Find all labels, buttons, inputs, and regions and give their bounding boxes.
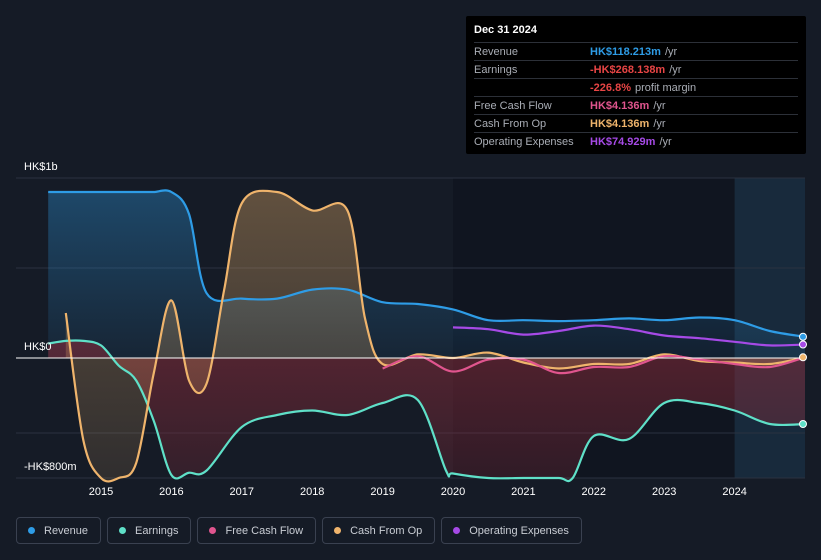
tooltip-row-unit: /yr <box>653 99 666 112</box>
series-endpoints <box>799 332 807 428</box>
earnings-line <box>48 339 806 483</box>
x-tick-label: 2023 <box>652 486 676 498</box>
tooltip-row-value: HK$74.929m <box>590 135 656 148</box>
x-tick-label: 2022 <box>582 486 606 498</box>
operating-expenses-endpoint-marker <box>799 340 807 349</box>
legend-item-operating-expenses[interactable]: Operating Expenses <box>441 517 582 544</box>
legend-label: Operating Expenses <box>469 524 569 537</box>
tooltip-row-unit: /yr <box>659 135 672 148</box>
operating-expenses-line <box>452 324 806 347</box>
earnings-endpoint-marker <box>799 420 807 428</box>
tooltip-date: Dec 31 2024 <box>474 24 537 36</box>
tooltip-row-unit: profit margin <box>634 81 697 94</box>
cash-from-op-endpoint-marker <box>799 353 807 362</box>
revenue-line <box>48 189 806 338</box>
x-tick-label: 2017 <box>230 486 254 498</box>
tooltip-row-unit: /yr <box>669 63 682 76</box>
tooltip-row: Operating Expenses HK$74.929m/yr <box>474 132 798 150</box>
tooltip-row-value: HK$4.136m <box>590 99 650 112</box>
x-tick-label: 2018 <box>300 486 324 498</box>
tooltip-row-value: -226.8% <box>590 81 631 94</box>
legend-dot-icon <box>119 527 127 534</box>
tooltip-rows: Revenue HK$118.213m/yr Earnings -HK$268.138… <box>474 42 798 150</box>
cash-from-op-line <box>64 189 806 483</box>
x-tick-label: 2024 <box>722 486 746 498</box>
legend-item-revenue[interactable]: Revenue <box>16 517 102 544</box>
x-tick-label: 2016 <box>159 486 183 498</box>
tooltip-row-unit: /yr <box>664 45 678 58</box>
cash-from-op-area <box>65 190 806 482</box>
tooltip-row-label: Operating Expenses <box>474 135 574 148</box>
legend-item-free-cash-flow[interactable]: Free Cash Flow <box>197 517 317 544</box>
x-axis-ticks: 2015 2016 2017 2018 2019 2020 2021 2022 2023 2024 <box>89 486 747 498</box>
tooltip-row: Revenue HK$118.213m/yr <box>474 42 798 60</box>
x-tick-label: 2021 <box>511 486 535 498</box>
x-tick-label: 2020 <box>441 486 465 498</box>
legend-label: Earnings <box>135 524 179 537</box>
series-lines <box>48 189 806 483</box>
legend: Revenue Earnings Free Cash Flow Cash From O… <box>16 517 582 544</box>
legend-dot-icon <box>453 527 461 534</box>
tooltip-row-value: -HK$268.138m <box>590 63 666 76</box>
tooltip-row: Cash From Op HK$4.136m/yr <box>474 114 798 132</box>
tooltip-row-label: Cash From Op <box>474 117 547 130</box>
tooltip-row-label: Revenue <box>474 45 519 58</box>
legend-label: Revenue <box>44 524 89 537</box>
x-tick-label: 2015 <box>89 486 113 498</box>
x-tick-label: 2019 <box>370 486 394 498</box>
revenue-endpoint-marker <box>799 332 807 341</box>
tooltip-row: Free Cash Flow HK$4.136m/yr <box>474 96 798 114</box>
tooltip-panel: Dec 31 2024 Revenue HK$118.213m/yr Earning… <box>466 16 806 154</box>
tooltip-row-label: Earnings <box>474 63 518 76</box>
legend-label: Cash From Op <box>350 524 423 537</box>
y-axis-label-top: HK$1b <box>24 161 58 173</box>
series-areas <box>48 190 806 482</box>
tooltip-row-label: Free Cash Flow <box>474 99 552 112</box>
tooltip-row-value: HK$4.136m <box>590 117 650 130</box>
legend-label: Free Cash Flow <box>225 524 304 537</box>
tooltip-row-unit: /yr <box>653 117 666 130</box>
tooltip-row-value: HK$118.213m <box>590 45 661 58</box>
tooltip-row: Earnings -HK$268.138m/yr <box>474 60 798 78</box>
legend-dot-icon <box>334 527 342 534</box>
free-cash-flow-line <box>382 354 806 375</box>
y-axis-label-bottom: -HK$800m <box>24 461 77 473</box>
y-axis-label-zero: HK$0 <box>24 341 52 353</box>
tooltip-row: -226.8% profit margin <box>474 78 798 96</box>
earnings-area <box>48 340 805 482</box>
legend-dot-icon <box>209 527 217 534</box>
legend-item-cash-from-op[interactable]: Cash From Op <box>322 517 436 544</box>
legend-dot-icon <box>28 527 35 534</box>
legend-item-earnings[interactable]: Earnings <box>107 517 192 544</box>
